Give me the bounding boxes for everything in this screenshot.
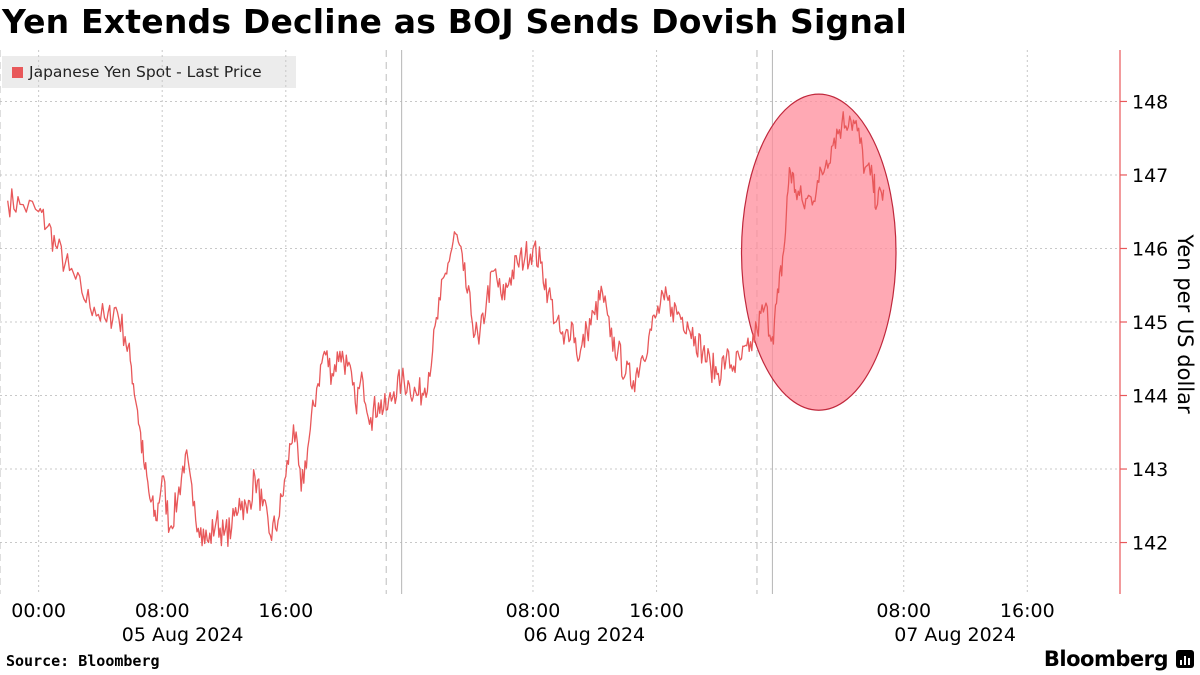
x-date-label: 07 Aug 2024 — [894, 624, 1016, 646]
bloomberg-terminal-icon — [1176, 650, 1194, 668]
y-tick-label: 146 — [1132, 238, 1168, 260]
legend: Japanese Yen Spot - Last Price — [2, 56, 296, 88]
gridlines — [0, 50, 1120, 594]
x-tick-label: 16:00 — [1000, 600, 1055, 622]
source-note: Source: Bloomberg — [6, 652, 160, 670]
brand-logo: Bloomberg — [1043, 647, 1169, 671]
x-tick-label: 16:00 — [258, 600, 313, 622]
y-tick-label: 148 — [1132, 91, 1168, 113]
x-tick-label: 08:00 — [135, 600, 190, 622]
x-date-label: 06 Aug 2024 — [523, 624, 645, 646]
highlight-layer — [740, 93, 897, 411]
y-tick-label: 147 — [1132, 165, 1168, 187]
series-line-usdjpy — [7, 111, 885, 547]
y-tick-label: 144 — [1132, 386, 1168, 408]
x-date-label: 05 Aug 2024 — [122, 624, 244, 646]
y-tick-label: 142 — [1132, 533, 1168, 555]
y-tick-label: 145 — [1132, 312, 1168, 334]
highlight-circle — [740, 93, 897, 411]
legend-swatch — [12, 66, 23, 78]
y-axis: 142 143 144 145 146 147 148 — [1119, 50, 1168, 594]
y-tick-label: 143 — [1132, 459, 1168, 481]
legend-label: Japanese Yen Spot - Last Price — [29, 63, 262, 81]
x-tick-label: 00:00 — [11, 600, 66, 622]
x-tick-label: 08:00 — [876, 600, 931, 622]
x-tick-label: 08:00 — [506, 600, 561, 622]
chart-title: Yen Extends Decline as BOJ Sends Dovish … — [2, 2, 908, 41]
y-axis-label: Yen per US dollar — [1173, 233, 1197, 414]
series-layer — [7, 111, 885, 547]
x-tick-label: 16:00 — [629, 600, 684, 622]
x-axis-labels: 00:00 08:00 16:00 08:00 16:00 08:00 16:00 05 Au… — [11, 600, 1054, 646]
